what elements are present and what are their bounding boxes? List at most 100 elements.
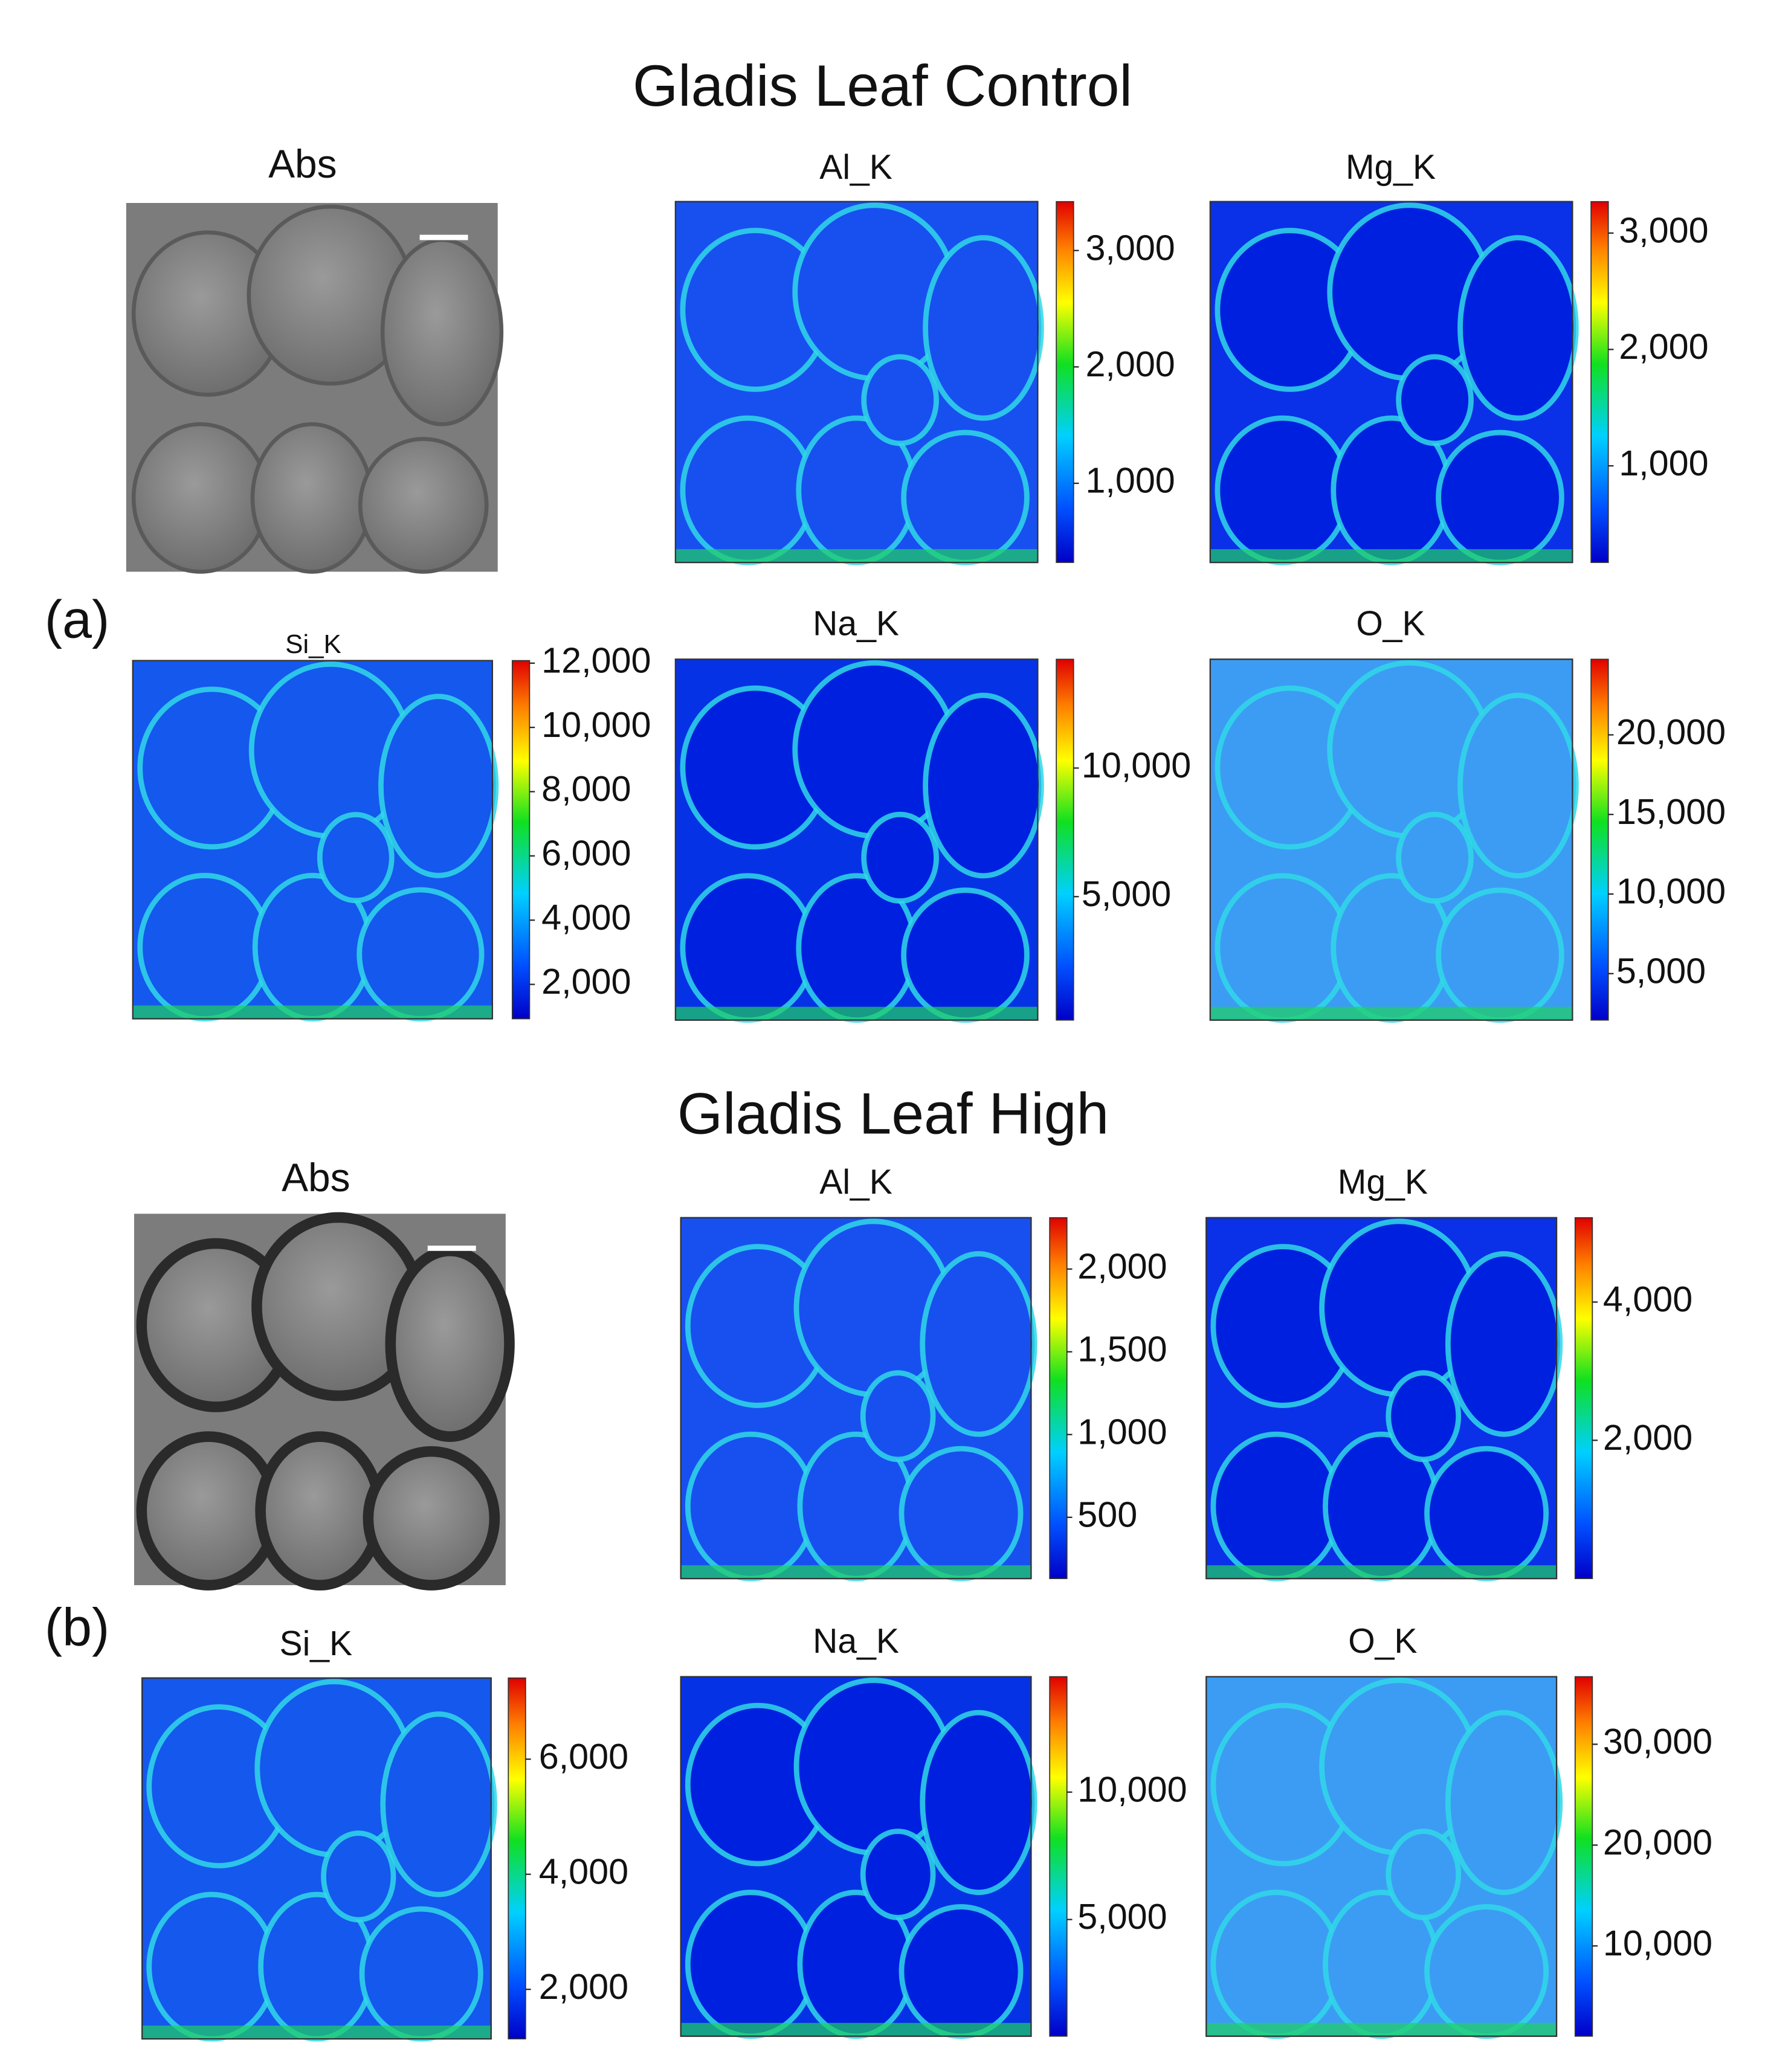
map-title: Si_K [285, 629, 341, 659]
map-cell [901, 430, 1030, 565]
colorbar-tick-label: 2,000 [1619, 326, 1708, 367]
colorbar-tick-label: 2,000 [1085, 344, 1175, 384]
map-cell [680, 415, 816, 565]
colorbar [1049, 1676, 1068, 2037]
map-cell [1386, 1829, 1462, 1920]
map-cell [378, 693, 499, 878]
colorbar [1590, 658, 1609, 1021]
map-title: Abs [268, 141, 337, 186]
colorbar-tick-label: 20,000 [1603, 1822, 1712, 1862]
colorbar-tick-label: 5,000 [1082, 874, 1171, 914]
map-edge [1210, 1006, 1573, 1020]
map-image [132, 660, 499, 1022]
colorbar-tick-label: 10,000 [1603, 1923, 1712, 1963]
map-cell [1396, 811, 1474, 904]
colorbar-tick-label: 10,000 [541, 704, 651, 745]
map-image [1209, 201, 1579, 565]
map-frame [1209, 201, 1573, 564]
colorbar-tick-label: 3,000 [1619, 210, 1708, 250]
map-cell [923, 235, 1044, 421]
map-edge [675, 1006, 1038, 1020]
colorbar-tick-label: 3,000 [1085, 227, 1175, 268]
colorbar [1574, 1676, 1593, 2037]
map-cell [1457, 692, 1579, 879]
map-frame [680, 1217, 1032, 1580]
map-edge [1206, 1565, 1557, 1579]
colorbar-tick-label: 4,000 [539, 1851, 628, 1891]
map-cell [920, 1710, 1037, 1896]
map-title: Na_K [813, 605, 899, 643]
map-image [674, 658, 1044, 1023]
map-title: Al_K [819, 148, 892, 187]
map-cell [1445, 1710, 1563, 1896]
colorbar [1056, 201, 1074, 563]
map-title: Si_K [280, 1624, 353, 1663]
colorbar [1049, 1217, 1068, 1580]
panel-title: Gladis Leaf Control [633, 54, 1132, 118]
colorbar-tick-label: 10,000 [1077, 1769, 1187, 1809]
map-edge [680, 1565, 1031, 1579]
colorbar-tick-label: 1,000 [1077, 1411, 1167, 1452]
colorbar [1574, 1217, 1593, 1580]
abs-cell [255, 1431, 385, 1591]
map-cell [1457, 235, 1579, 421]
colorbar-tick-label: 2,000 [541, 961, 631, 1002]
colorbar-tick-label: 10,000 [1616, 871, 1726, 912]
map-frame [1205, 1676, 1558, 2037]
map-image [1205, 1217, 1563, 1581]
panel-title: Gladis Leaf High [677, 1082, 1109, 1147]
colorbar-tick-label: 10,000 [1082, 745, 1191, 785]
colorbar-tick-label: 500 [1077, 1494, 1137, 1534]
map-edge [1210, 549, 1573, 563]
map-frame [680, 1676, 1032, 2037]
map-frame [674, 201, 1039, 564]
map-cell [680, 873, 816, 1023]
map-title: Na_K [813, 1622, 899, 1661]
colorbar-tick-label: 1,000 [1619, 443, 1708, 483]
map-cell [1436, 430, 1564, 565]
map-cell [860, 1370, 936, 1462]
map-cell [899, 1446, 1024, 1581]
map-frame [674, 658, 1039, 1021]
map-edge [675, 549, 1038, 563]
colorbar-tick-label: 1,500 [1077, 1328, 1167, 1369]
map-cell [901, 887, 1030, 1023]
map-image [1209, 658, 1579, 1023]
panel-label: (b) [45, 1597, 109, 1657]
colorbar-tick-label: 1,000 [1085, 460, 1175, 501]
colorbar [508, 1677, 526, 2039]
map-cell [685, 1431, 817, 1581]
map-title: O_K [1356, 605, 1425, 643]
map-cell [380, 1711, 497, 1897]
abs-cell [363, 1446, 500, 1591]
map-title: Abs [282, 1155, 350, 1200]
abs-cell [380, 237, 504, 426]
map-image [1205, 1676, 1563, 2039]
colorbar-tick-label: 12,000 [541, 640, 651, 680]
abs-cell [250, 422, 373, 574]
map-image [680, 1217, 1037, 1581]
colorbar-tick-label: 4,000 [1603, 1279, 1692, 1319]
colorbar-tick-label: 5,000 [1616, 950, 1706, 991]
map-cell [1215, 873, 1351, 1023]
colorbar [511, 660, 531, 1020]
map-frame [141, 1677, 492, 2040]
colorbar-tick-label: 4,000 [541, 897, 631, 938]
panel-label: (a) [45, 589, 109, 649]
map-edge [142, 2025, 491, 2039]
map-cell [861, 354, 939, 446]
map-cell [1396, 354, 1474, 446]
map-frame [132, 660, 494, 1020]
map-cell [357, 887, 485, 1022]
colorbar-tick-label: 20,000 [1616, 712, 1726, 752]
colorbar-tick-label: 6,000 [539, 1736, 628, 1777]
colorbar-tick-label: 30,000 [1603, 1721, 1712, 1762]
colorbar-tick-label: 2,000 [1603, 1417, 1692, 1458]
abs-cell [131, 422, 269, 574]
map-image [126, 202, 504, 574]
map-image [141, 1677, 497, 2042]
map-cell [137, 872, 273, 1022]
map-cell [861, 811, 939, 904]
